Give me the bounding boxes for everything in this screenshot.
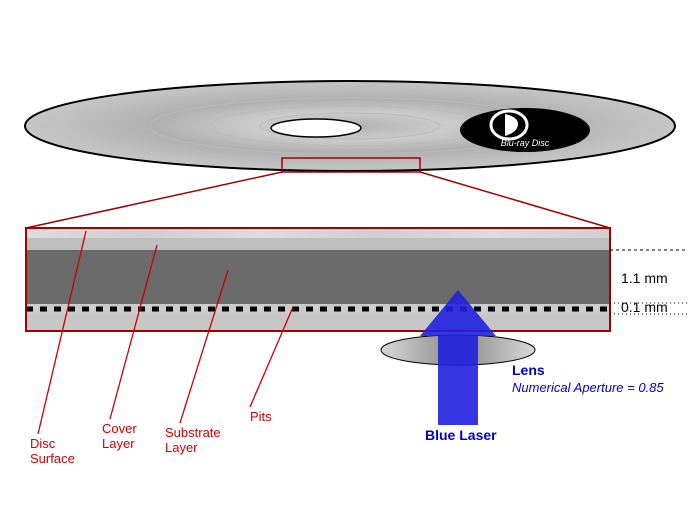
callout-label: Disc xyxy=(30,436,56,451)
substrate-thickness-label: 1.1 mm xyxy=(621,270,668,286)
callout-label: Layer xyxy=(102,436,135,451)
callout-label: Surface xyxy=(30,451,75,466)
layer-disc-surface xyxy=(26,228,610,238)
callout-label: Cover xyxy=(102,421,137,436)
cross-section xyxy=(26,228,610,331)
callout-label: Layer xyxy=(165,440,198,455)
disc-hole xyxy=(271,119,361,137)
callout-label: Substrate xyxy=(165,425,221,440)
bluray-logo: Blu-ray Disc xyxy=(460,108,590,152)
callout-label: Pits xyxy=(250,409,272,424)
layer-substrate xyxy=(26,250,610,304)
lens-sublabel: Numerical Aperture = 0.85 xyxy=(512,380,664,395)
layer-bottom xyxy=(26,314,610,331)
dimension-markers: 1.1 mm 0.1 mm xyxy=(610,250,688,315)
laser-label: Blue Laser xyxy=(425,427,497,443)
lens-label: Lens xyxy=(512,362,545,378)
cover-thickness-label: 0.1 mm xyxy=(621,299,668,315)
logo-text: Blu-ray Disc xyxy=(501,138,550,148)
layer-cover xyxy=(26,238,610,250)
